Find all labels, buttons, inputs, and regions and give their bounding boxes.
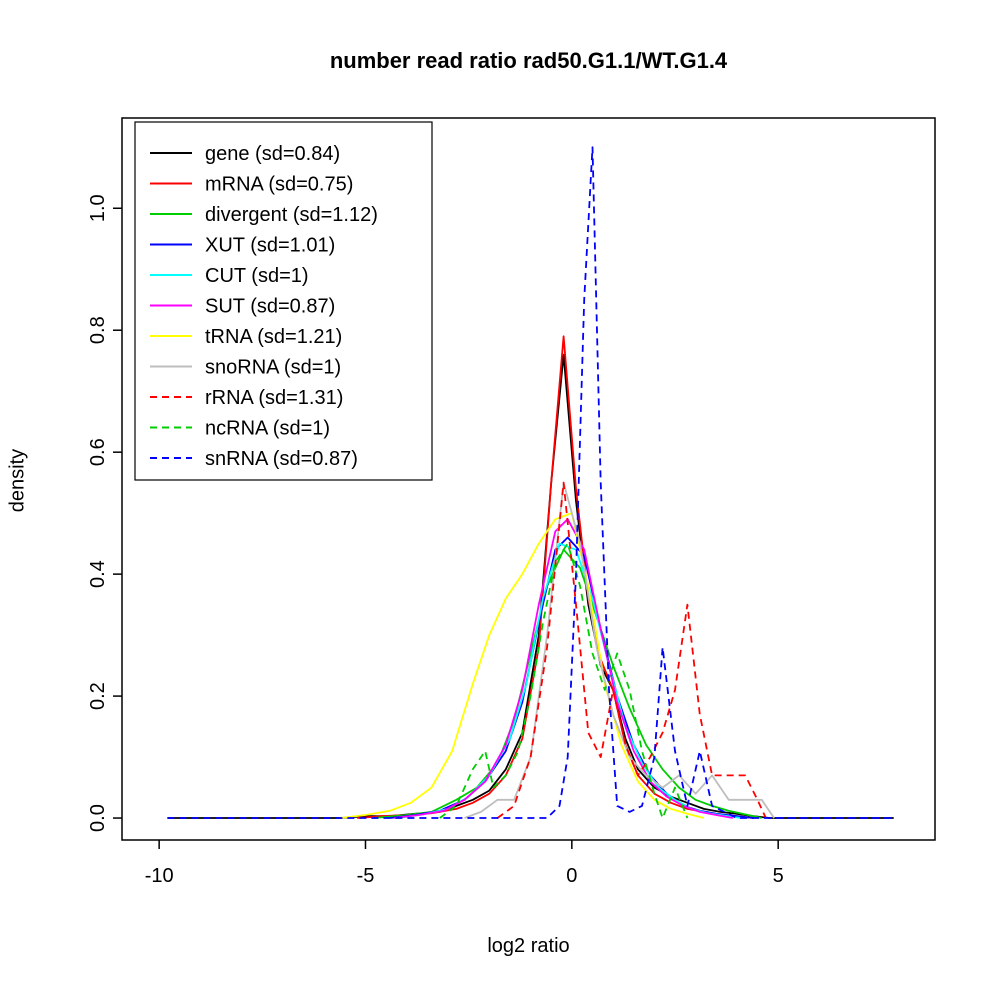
legend-box bbox=[134, 121, 433, 481]
series-line-ncRNA bbox=[439, 542, 689, 819]
y-tick-label: 0.0 bbox=[87, 804, 109, 832]
series-line-divergent bbox=[373, 548, 762, 819]
x-tick-label: -10 bbox=[145, 865, 174, 887]
series-line-snoRNA bbox=[464, 481, 775, 819]
plot-frame bbox=[121, 117, 936, 841]
x-tick-label: 5 bbox=[773, 865, 784, 887]
x-axis-label: log2 ratio bbox=[487, 935, 570, 957]
series-line-XUT bbox=[390, 536, 754, 819]
legend-label-snoRNA: snoRNA (sd=1) bbox=[205, 357, 341, 379]
legend-label-divergent: divergent (sd=1.12) bbox=[205, 204, 378, 226]
y-tick-label: 0.4 bbox=[87, 560, 109, 588]
series-line-rRNA bbox=[496, 481, 767, 819]
legend-label-ncRNA: ncRNA (sd=1) bbox=[205, 418, 330, 440]
legend: gene (sd=0.84) mRNA (sd=0.75) divergent (s… bbox=[134, 121, 433, 481]
legend-label-snRNA: snRNA (sd=0.87) bbox=[205, 448, 358, 470]
series-line-SUT bbox=[394, 518, 733, 819]
x-tick-label: -5 bbox=[357, 865, 375, 887]
legend-label-mRNA: mRNA (sd=0.75) bbox=[205, 174, 353, 196]
chart-title: number read ratio rad50.G1.1/WT.G1.4 bbox=[329, 48, 728, 73]
x-tick-label: 0 bbox=[566, 865, 577, 887]
y-tick-label: 1.0 bbox=[87, 194, 109, 222]
y-tick-label: 0.2 bbox=[87, 682, 109, 710]
legend-label-gene: gene (sd=0.84) bbox=[205, 143, 340, 165]
series-line-snRNA bbox=[167, 146, 894, 819]
series-line-CUT bbox=[398, 542, 742, 819]
legend-label-SUT: SUT (sd=0.87) bbox=[205, 296, 335, 318]
legend-label-rRNA: rRNA (sd=1.31) bbox=[205, 387, 343, 409]
series-line-tRNA bbox=[340, 512, 705, 819]
legend-label-XUT: XUT (sd=1.01) bbox=[205, 235, 335, 257]
y-tick-label: 0.8 bbox=[87, 316, 109, 344]
legend-label-CUT: CUT (sd=1) bbox=[205, 265, 309, 287]
y-tick-label: 0.6 bbox=[87, 438, 109, 466]
series-line-mRNA bbox=[357, 335, 754, 819]
legend-label-tRNA: tRNA (sd=1.21) bbox=[205, 326, 342, 348]
